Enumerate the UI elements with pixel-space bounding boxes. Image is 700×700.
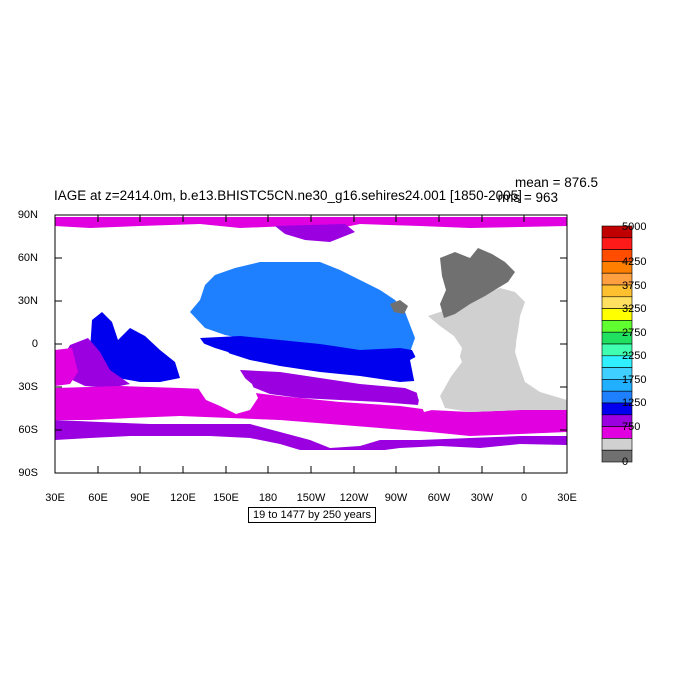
lon-label-30e-right: 30E (557, 492, 577, 504)
ocean-field (55, 217, 567, 473)
lon-label-90e: 90E (130, 492, 150, 504)
south-america (410, 346, 462, 412)
southern-ocean-magenta (55, 386, 567, 436)
colorbar-label-2250: 2250 (622, 350, 647, 362)
lat-label-0: 0 (31, 338, 38, 350)
colorbar-swatch (601, 449, 633, 463)
map-title: IAGE at z=2414.0m, b.e13.BHISTC5CN.ne30_… (54, 188, 522, 203)
atlantic-light-gray (428, 288, 567, 412)
africa (516, 316, 560, 388)
maritime-continent (200, 342, 236, 366)
equatorial-pacific (200, 336, 428, 382)
colorbar-swatch (601, 237, 633, 250)
colorbar-label-5000: 5000 (622, 221, 647, 233)
lon-label-150w: 150W (296, 492, 326, 504)
labrador-dark-gray (390, 300, 408, 314)
lat-label-90n: 90N (17, 209, 38, 221)
colorbar-label-3250: 3250 (622, 303, 647, 315)
colorbar-label-2750: 2750 (622, 327, 647, 339)
indian-ocean-purple (60, 338, 130, 388)
contour-info-box: 19 to 1477 by 250 years (248, 507, 377, 523)
lat-label-30s: 30S (18, 381, 38, 393)
map-ticks (55, 215, 567, 473)
lon-label-60w: 60W (427, 492, 451, 504)
lat-label-60s: 60S (18, 424, 38, 436)
lat-label-60n: 60N (17, 252, 38, 264)
colorbar-label-3750: 3750 (622, 280, 647, 292)
south-pacific-purple (240, 370, 420, 405)
lon-label-120w: 120W (339, 492, 369, 504)
arctic-purple (275, 224, 355, 242)
mean-value: mean = 876.5 (515, 175, 598, 190)
colorbar-label-4250: 4250 (622, 256, 647, 268)
colorbar-label-750: 750 (622, 421, 641, 433)
lon-label-90w: 90W (384, 492, 408, 504)
lon-label-180: 180 (258, 492, 278, 504)
colorbar-label-1750: 1750 (622, 374, 647, 386)
lon-label-150e: 150E (213, 492, 239, 504)
colorbar-label-1250: 1250 (622, 397, 647, 409)
lat-label-90s: 90S (18, 467, 38, 479)
lon-label-30w: 30W (470, 492, 494, 504)
colorbar-label-0: 0 (622, 456, 629, 468)
lon-label-0: 0 (520, 492, 528, 504)
colorbar (601, 225, 633, 463)
australia (198, 370, 258, 414)
north-atlantic-dark-gray (440, 248, 515, 318)
indian-ocean-magenta (55, 348, 78, 386)
antarctic-purple (55, 420, 567, 452)
colorbar-swatch (601, 438, 633, 451)
indian-ocean-blue (90, 312, 180, 382)
lat-label-30n: 30N (17, 295, 38, 307)
lon-label-60e: 60E (88, 492, 108, 504)
north-pacific (190, 262, 415, 355)
rms-value: rms = 963 (497, 190, 558, 205)
lon-label-30e: 30E (45, 492, 65, 504)
lon-label-120e: 120E (170, 492, 196, 504)
